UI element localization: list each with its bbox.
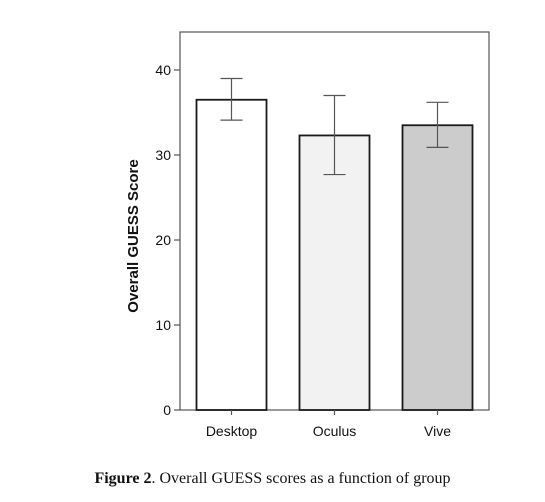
- y-tick-label: 10: [155, 317, 171, 333]
- bar-desktop: [195, 98, 268, 411]
- x-tick-label: Vive: [424, 423, 451, 439]
- y-axis-title: Overall GUESS Score: [125, 159, 142, 312]
- y-tick-label: 40: [155, 62, 171, 78]
- x-tick-label: Oculus: [313, 423, 357, 439]
- caption-text: . Overall GUESS scores as a function of …: [151, 470, 451, 487]
- bar-oculus: [298, 134, 371, 411]
- y-tick-label: 20: [155, 232, 171, 248]
- bar-vive: [401, 124, 474, 411]
- caption-label: Figure 2: [94, 470, 152, 487]
- bar-chart: 0 10 20 30 40 Desktop Oculus Vive Overall GUES…: [125, 31, 490, 439]
- y-axis: 0 10 20 30 40: [155, 62, 180, 418]
- x-axis: Desktop Oculus Vive: [206, 410, 451, 439]
- error-bars: [220, 77, 449, 176]
- x-tick-label: Desktop: [206, 423, 258, 439]
- figure-caption: Figure 2. Overall GUESS scores as a func…: [0, 470, 545, 488]
- y-tick-label: 30: [155, 147, 171, 163]
- y-tick-label: 0: [163, 402, 171, 418]
